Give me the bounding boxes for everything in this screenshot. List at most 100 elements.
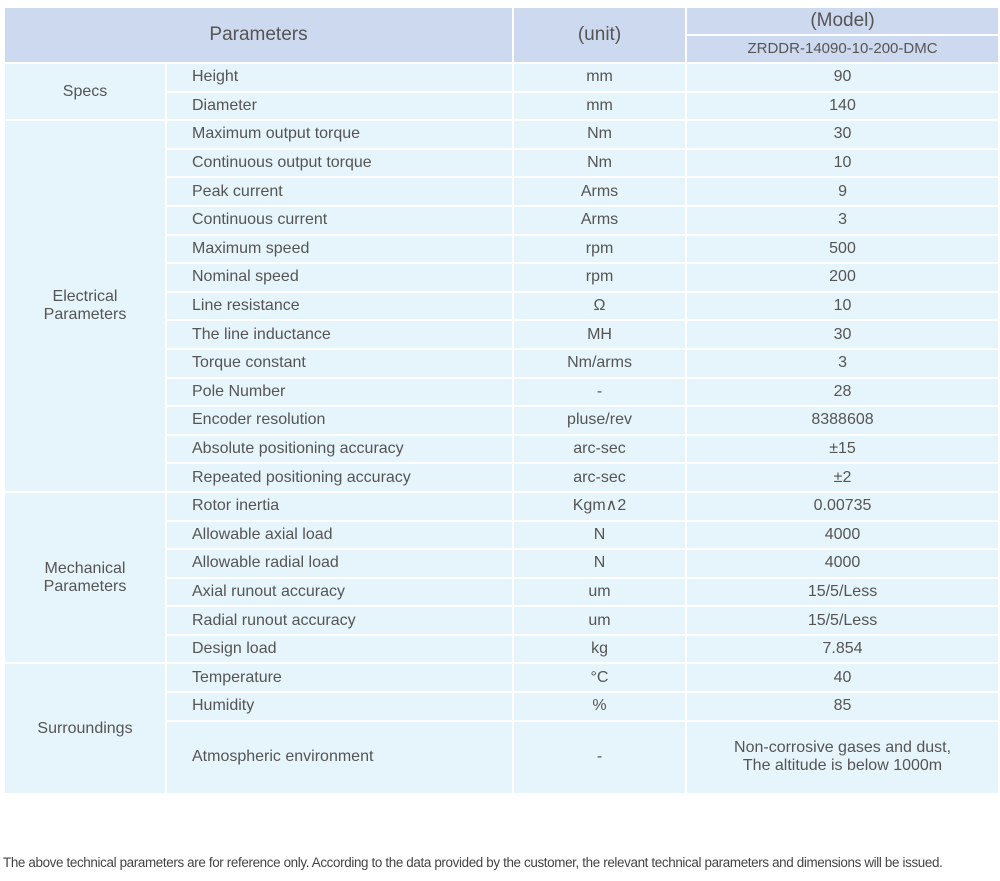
unit-cell: kg <box>512 633 688 665</box>
table-row: Allowable radial load N 4000 <box>4 548 1000 579</box>
table-row: Axial runout accuracy um 15/5/Less <box>4 576 1000 608</box>
unit-cell: Nm <box>512 119 688 150</box>
table-row: Absolute positioning accuracy arc-sec ±15 <box>4 433 1000 465</box>
value-cell: 140 <box>685 90 1000 122</box>
unit-cell: - <box>512 376 688 408</box>
value-cell: 10 <box>685 147 1000 179</box>
unit-cell: Ω <box>512 290 688 322</box>
param-cell: Maximum output torque <box>164 119 515 150</box>
value-cell: 30 <box>685 119 1000 150</box>
unit-cell: % <box>512 691 688 722</box>
table-row: Diameter mm 140 <box>4 90 1000 122</box>
table-row: The line inductance MH 30 <box>4 319 1000 350</box>
value-cell: 8388608 <box>685 405 1000 436</box>
unit-cell: Arms <box>512 204 688 236</box>
table-row: Torque constant Nm/arms 3 <box>4 347 1000 379</box>
unit-cell: rpm <box>512 262 688 293</box>
spec-table: Parameters (unit) (Model) ZRDDR-14090-10… <box>2 6 1000 795</box>
unit-cell: N <box>512 548 688 579</box>
unit-cell: rpm <box>512 233 688 265</box>
unit-cell: Arms <box>512 176 688 207</box>
param-cell: Rotor inertia <box>164 490 515 522</box>
param-cell: Continuous output torque <box>164 147 515 179</box>
unit-cell: Kgm∧2 <box>512 490 688 522</box>
table-row: Maximum speed rpm 500 <box>4 233 1000 265</box>
param-cell: Peak current <box>164 176 515 207</box>
param-cell: Line resistance <box>164 290 515 322</box>
unit-cell: MH <box>512 319 688 350</box>
value-cell: 4000 <box>685 548 1000 579</box>
value-cell: 7.854 <box>685 633 1000 665</box>
header-model-name: ZRDDR-14090-10-200-DMC <box>685 34 1000 64</box>
value-cell: 200 <box>685 262 1000 293</box>
table-row: Electrical Parameters Maximum output torq… <box>3 119 1000 493</box>
table-row: Atmospheric environment - Non-corrosive ga… <box>4 719 1000 795</box>
unit-cell: pluse/rev <box>512 405 688 436</box>
param-cell: Maximum speed <box>164 233 515 265</box>
header-model-title: (Model) <box>685 6 1000 36</box>
unit-cell: - <box>512 719 688 795</box>
table-row: Pole Number -28 <box>4 376 1000 408</box>
value-cell: ±2 <box>685 462 1000 493</box>
value-cell: ±15 <box>685 433 1000 465</box>
footnote: The above technical parameters are for r… <box>3 855 943 870</box>
param-cell: Design load <box>164 633 515 665</box>
param-cell: Temperature <box>164 662 515 694</box>
header-unit: (unit) <box>512 6 688 64</box>
param-cell: Diameter <box>164 90 515 122</box>
value-cell: 3 <box>685 204 1000 236</box>
param-cell: Nominal speed <box>164 262 515 293</box>
param-cell: Humidity <box>164 691 515 722</box>
table-row: Continuous output torque Nm 10 <box>4 147 1000 179</box>
table-row: Allowable axial load N 4000 <box>4 519 1000 551</box>
unit-cell: Nm <box>512 147 688 179</box>
table-row: Mechanical Parameters Rotor inertia Kgm∧2 0… <box>3 490 1000 665</box>
group-label: Surroundings <box>3 662 167 795</box>
value-cell: 15/5/Less <box>685 605 1000 636</box>
table-row: Nominal speed rpm 200 <box>4 262 1000 293</box>
table-row: Specs Height mm 90 <box>3 61 1000 122</box>
group-label: Mechanical Parameters <box>3 490 167 665</box>
table-row: Humidity% 85 <box>4 691 1000 722</box>
param-cell: Repeated positioning accuracy <box>164 462 515 493</box>
value-cell: 0.00735 <box>685 490 1000 522</box>
group-label: Specs <box>3 61 167 122</box>
param-cell: Pole Number <box>164 376 515 408</box>
value-cell: 3 <box>685 347 1000 379</box>
param-cell: Axial runout accuracy <box>164 576 515 608</box>
unit-cell: arc-sec <box>512 433 688 465</box>
unit-cell: um <box>512 576 688 608</box>
group-label: Electrical Parameters <box>3 119 167 493</box>
param-cell: Absolute positioning accuracy <box>164 433 515 465</box>
table-row: Surroundings Temperature °C 40 <box>3 662 1000 795</box>
table-row: Peak current Arms 9 <box>4 176 1000 207</box>
value-cell: 40 <box>685 662 1000 694</box>
value-cell: 15/5/Less <box>685 576 1000 608</box>
param-cell: Torque constant <box>164 347 515 379</box>
header-parameters: Parameters <box>2 6 515 64</box>
spec-table-body: Specs Height mm 90 Diameter mm 140 Electrical P… <box>3 61 1000 795</box>
param-cell: Allowable axial load <box>164 519 515 551</box>
table-row: Repeated positioning accuracy arc-sec ±2 <box>4 462 1000 493</box>
value-cell: 4000 <box>685 519 1000 551</box>
value-cell: 90 <box>685 62 1000 93</box>
value-cell: 28 <box>685 376 1000 408</box>
param-cell: Radial runout accuracy <box>164 605 515 636</box>
unit-cell: arc-sec <box>512 462 688 493</box>
unit-cell: Nm/arms <box>512 347 688 379</box>
param-cell: Atmospheric environment <box>164 719 515 795</box>
value-cell: 85 <box>685 691 1000 722</box>
table-row: Design load kg 7.854 <box>4 633 1000 665</box>
table-row: Encoder resolution pluse/rev 8388608 <box>4 405 1000 436</box>
param-cell: Allowable radial load <box>164 548 515 579</box>
unit-cell: um <box>512 605 688 636</box>
table-row: Radial runout accuracy um 15/5/Less <box>4 605 1000 636</box>
unit-cell: mm <box>512 62 688 93</box>
value-cell: 30 <box>685 319 1000 350</box>
value-cell: Non-corrosive gases and dust, The altitu… <box>685 719 1000 795</box>
param-cell: Height <box>164 62 515 93</box>
unit-cell: °C <box>512 662 688 694</box>
table-row: Line resistance Ω 10 <box>4 290 1000 322</box>
value-cell: 9 <box>685 176 1000 207</box>
param-cell: Encoder resolution <box>164 405 515 436</box>
